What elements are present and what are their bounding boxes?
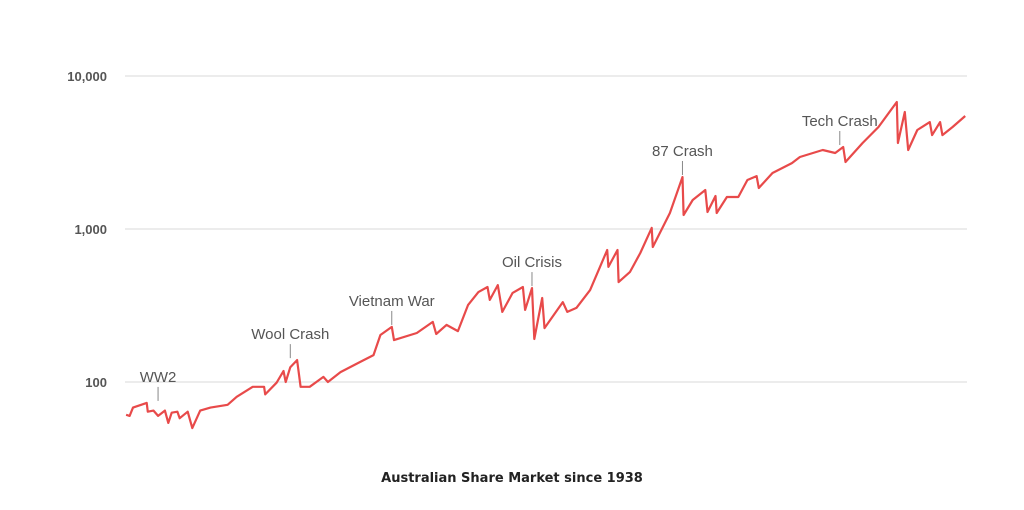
annotation-label: Oil Crisis bbox=[502, 254, 562, 271]
gridlines bbox=[125, 75, 967, 383]
annotation: Oil Crisis bbox=[502, 254, 562, 287]
annotation: Vietnam War bbox=[349, 293, 435, 325]
annotation: Tech Crash bbox=[802, 113, 878, 146]
annotation-label: Tech Crash bbox=[802, 113, 878, 130]
annotation: 87 Crash bbox=[652, 143, 713, 175]
annotations: WW2 Wool Crash Vietnam War Oil Crisis 87 Cra… bbox=[140, 113, 878, 401]
y-tick-label: 10,000 bbox=[67, 69, 107, 84]
y-axis-ticks: 100 1,000 10,000 bbox=[67, 69, 107, 390]
chart-title: Australian Share Market since 1938 bbox=[381, 471, 643, 486]
annotation-label: Wool Crash bbox=[251, 326, 329, 343]
annotation-label: Vietnam War bbox=[349, 293, 435, 310]
annotation-label: 87 Crash bbox=[652, 143, 713, 160]
series-line bbox=[125, 100, 966, 430]
annotation: WW2 bbox=[140, 369, 177, 401]
y-tick-label: 1,000 bbox=[74, 222, 107, 237]
annotation-label: WW2 bbox=[140, 369, 177, 386]
annotation: Wool Crash bbox=[251, 326, 329, 359]
y-tick-label: 100 bbox=[85, 375, 107, 390]
